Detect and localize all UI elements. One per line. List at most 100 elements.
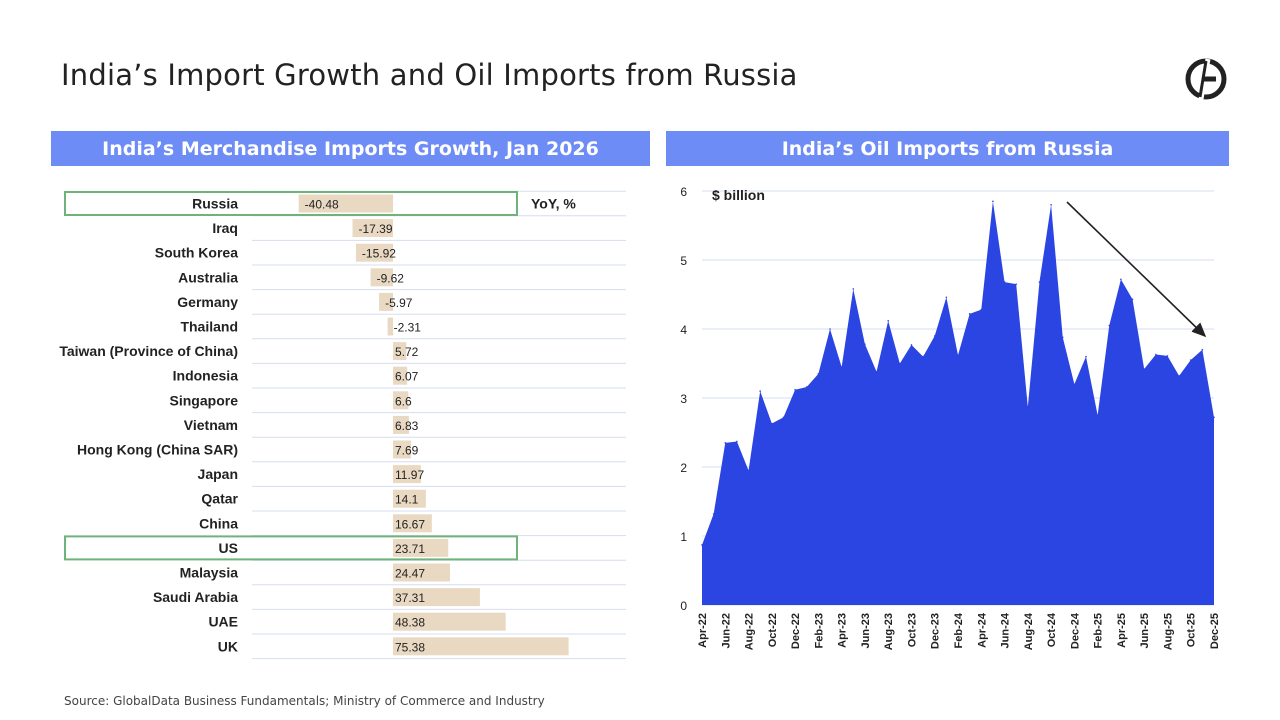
data-point	[992, 200, 994, 203]
oil-imports-area-chart: 0 1 2 3 4 5 6 Apr-22 Jun-22 Aug-22 Oct-22 Dec-22 Feb…	[680, 185, 1221, 650]
bar-thailand	[387, 317, 393, 336]
data-label: 14.1	[395, 493, 419, 507]
data-point	[1120, 278, 1122, 281]
data-label: 6.6	[395, 394, 412, 408]
data-point	[875, 370, 878, 373]
x-tick-label: Feb-24	[953, 612, 965, 648]
bar-hong-kong-china-sar-	[393, 440, 411, 459]
bar-germany	[379, 292, 393, 311]
data-point	[1015, 283, 1017, 285]
data-point	[1108, 324, 1111, 327]
bar-australia	[370, 268, 393, 287]
y-tick-label: 6	[680, 185, 687, 199]
data-point	[712, 513, 715, 515]
category-label: Singapore	[170, 392, 239, 408]
imports-growth-bar-chart: Russia -40.48 Iraq -17.39 South Korea -15.92 A…	[59, 190, 626, 660]
data-point	[1003, 281, 1006, 283]
bar-china	[393, 514, 432, 533]
category-label: Saudi Arabia	[153, 589, 238, 605]
x-tick-label: Aug-22	[744, 613, 756, 650]
bar-chart-title: India’s Merchandise Imports Growth, Jan …	[51, 131, 650, 166]
data-point	[957, 354, 959, 357]
x-tick-label: Feb-23	[813, 613, 825, 648]
x-tick-label: Jun-23	[860, 613, 872, 648]
x-tick-label: Dec-23	[930, 613, 942, 649]
data-point	[805, 386, 808, 388]
highlight-box	[64, 535, 518, 561]
bar-taiwan-province-of-china-	[393, 342, 407, 361]
category-label: Indonesia	[173, 368, 239, 384]
data-point	[1178, 375, 1180, 377]
category-label: China	[199, 515, 238, 531]
category-label: Australia	[178, 269, 238, 285]
area-chart-title: India’s Oil Imports from Russia	[666, 131, 1229, 166]
data-label: -15.92	[362, 247, 396, 261]
x-tick-label: Feb-25	[1093, 613, 1105, 648]
category-label: Qatar	[201, 491, 238, 507]
y-tick-label: 2	[680, 461, 687, 475]
bar-malaysia	[393, 563, 451, 582]
data-point	[817, 373, 820, 375]
category-label: Russia	[192, 196, 238, 212]
data-point	[701, 544, 703, 546]
bar-vietnam	[393, 415, 409, 434]
data-point	[1085, 355, 1087, 358]
bar-uae	[393, 612, 506, 631]
x-tick-label: Aug-24	[1023, 612, 1035, 650]
data-point	[887, 319, 889, 322]
data-point	[771, 422, 773, 425]
data-point	[1201, 348, 1204, 351]
x-tick-label: Dec-25	[1209, 613, 1221, 649]
category-label: Vietnam	[184, 417, 238, 433]
data-point	[933, 335, 936, 337]
x-tick-label: Apr-25	[1116, 613, 1128, 648]
page-title: India’s Import Growth and Oil Imports fr…	[61, 58, 798, 92]
data-label: 48.38	[395, 616, 425, 630]
category-label: Thailand	[180, 319, 238, 335]
data-point	[1189, 359, 1192, 361]
data-point	[1143, 368, 1145, 370]
bar-singapore	[393, 391, 409, 410]
bar-qatar	[393, 489, 426, 508]
source-note: Source: GlobalData Business Fundamentals…	[64, 694, 545, 708]
data-point	[1155, 353, 1157, 356]
bar-us	[393, 538, 449, 557]
x-tick-label: Jun-22	[720, 613, 732, 648]
x-tick-label: Apr-22	[697, 613, 709, 648]
data-point	[1061, 336, 1064, 339]
data-point	[922, 355, 924, 358]
data-point	[1213, 416, 1215, 419]
data-label: 23.71	[395, 542, 425, 556]
data-label: 37.31	[395, 591, 425, 605]
data-point	[747, 469, 750, 472]
data-label: -17.39	[358, 222, 392, 236]
x-tick-label: Oct-25	[1186, 613, 1198, 647]
y-tick-label: 5	[680, 254, 687, 268]
unit-label: YoY, %	[531, 196, 576, 212]
category-label: Malaysia	[180, 565, 239, 581]
x-tick-label: Oct-23	[906, 613, 918, 647]
x-tick-label: Dec-22	[790, 613, 802, 649]
data-point	[829, 328, 831, 330]
bar-japan	[393, 465, 421, 484]
x-tick-label: Aug-23	[883, 613, 895, 650]
category-label: Germany	[177, 294, 238, 310]
highlight-box	[64, 191, 518, 216]
data-label: 16.67	[395, 517, 425, 531]
y-tick-label: 0	[680, 599, 687, 613]
category-label: Hong Kong (China SAR)	[77, 442, 238, 458]
data-label: 75.38	[395, 640, 425, 654]
data-point	[1131, 298, 1134, 301]
data-label: 11.97	[395, 468, 424, 482]
data-point	[736, 440, 738, 443]
bar-indonesia	[393, 366, 408, 385]
bar-uk	[393, 637, 569, 656]
globaldata-logo-icon	[1185, 58, 1227, 100]
y-axis-label: $ billion	[712, 187, 765, 203]
data-label: -5.97	[385, 296, 413, 310]
data-point	[945, 296, 948, 299]
data-label: -9.62	[377, 271, 405, 285]
category-label: Japan	[198, 466, 238, 482]
data-point	[864, 343, 866, 345]
oil-imports-area	[702, 201, 1214, 605]
